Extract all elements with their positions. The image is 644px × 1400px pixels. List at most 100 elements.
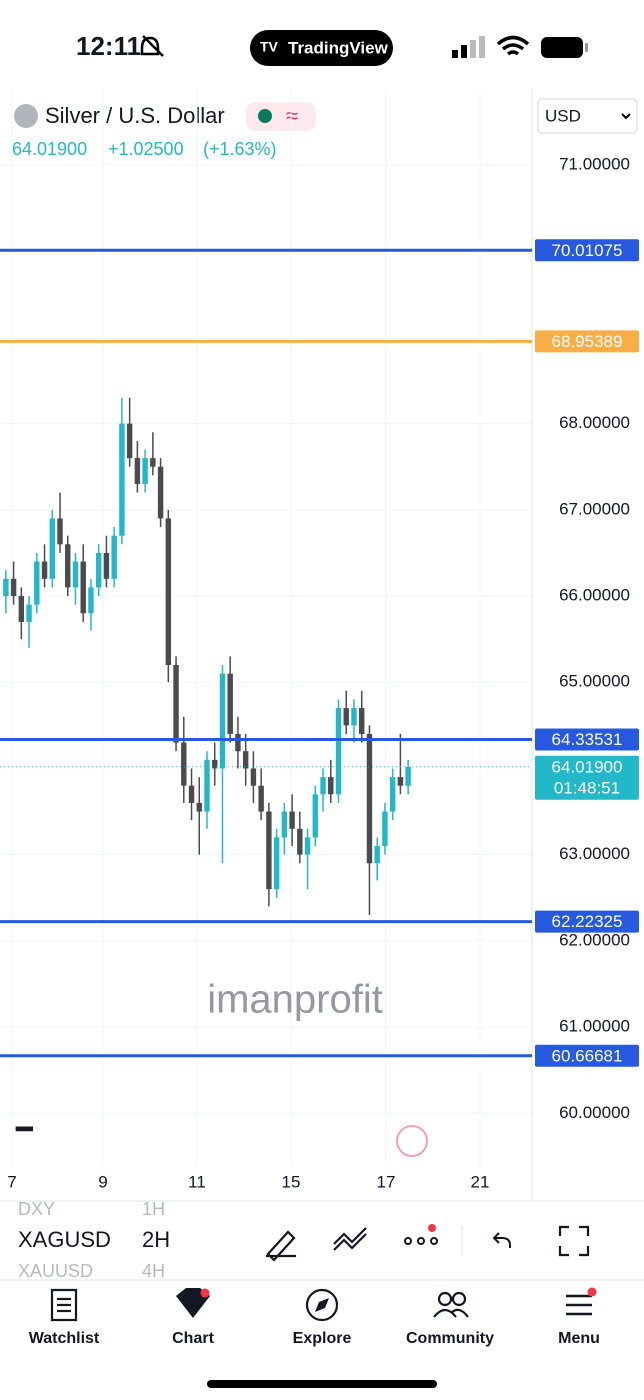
candle-body (235, 733, 241, 752)
symbol-name: Silver / U.S. Dollar (45, 103, 225, 128)
market-open-dot (258, 109, 272, 123)
candle-body (335, 708, 342, 795)
interval-option[interactable]: 1H (142, 1199, 165, 1219)
interval-option[interactable]: 2H (142, 1227, 170, 1252)
event-icon[interactable] (396, 1125, 428, 1157)
bottom-nav: Watchlist Chart Explore Community Menu (29, 1287, 600, 1347)
candle-body (374, 846, 380, 864)
explore-icon[interactable] (305, 1288, 339, 1322)
watchlist-icon[interactable] (50, 1288, 78, 1322)
undo-icon[interactable] (492, 1232, 511, 1248)
candle-body (26, 604, 32, 622)
price-change: +1.02500 (108, 139, 184, 159)
nav-label[interactable]: Community (406, 1330, 494, 1347)
candle-body (80, 561, 86, 614)
candle-body (328, 777, 334, 795)
level-tag (535, 910, 639, 933)
y-tick-label: 65.00000 (559, 672, 630, 691)
candle-body (359, 708, 365, 734)
symbol-option[interactable]: XAGUSD (18, 1227, 111, 1252)
candle-body (3, 578, 9, 597)
price-change-pct: (+1.63%) (203, 139, 277, 159)
y-tick-label: 71.00000 (559, 154, 630, 173)
battery-tip (585, 43, 588, 52)
x-tick-label: 21 (471, 1172, 490, 1191)
interval-option[interactable]: 4H (142, 1261, 165, 1281)
candle-body (18, 596, 25, 622)
community-icon[interactable] (433, 1291, 469, 1318)
last-price-tag (535, 755, 639, 800)
countdown-label: 01:48:51 (554, 778, 620, 797)
candle-body (173, 665, 179, 743)
x-tick-label: 7 (7, 1172, 16, 1191)
candle-body (34, 561, 40, 605)
app-name: TradingView (288, 38, 389, 57)
toolbar: DXY XAGUSD XAUUSD 1H 2H 4H (18, 1199, 590, 1281)
currency-label[interactable]: USD (545, 106, 581, 125)
candle-body (405, 766, 411, 786)
y-tick-label: 60.00000 (559, 1103, 630, 1122)
candle-body (41, 561, 48, 579)
candle-body (72, 561, 79, 588)
candle-body (157, 466, 164, 519)
status-time: 12:11 (76, 31, 141, 61)
candle-body (312, 794, 319, 838)
candle-body (382, 811, 388, 847)
level-label: 64.33531 (552, 730, 623, 749)
y-tick-label: 63.00000 (559, 844, 630, 863)
level-label: 60.66681 (552, 1046, 623, 1065)
y-tick-label: 61.00000 (559, 1017, 630, 1036)
candle-body (250, 768, 257, 786)
candle-body (266, 811, 272, 890)
currency-select[interactable] (537, 98, 638, 134)
explore-needle (315, 1298, 329, 1312)
status-badge (246, 102, 316, 131)
menu-icon[interactable] (566, 1294, 592, 1316)
level-label: 68.95389 (552, 332, 623, 351)
candle-body (304, 837, 311, 855)
x-tick-label: 9 (98, 1172, 107, 1191)
nav-label[interactable]: Menu (558, 1330, 600, 1347)
y-tick-label: 62.00000 (559, 930, 630, 949)
more-icon[interactable] (404, 1237, 438, 1245)
dropdown-chevron (621, 113, 631, 120)
indicators-icon[interactable] (333, 1227, 367, 1251)
symbol-option[interactable]: DXY (18, 1199, 55, 1219)
level-tag (535, 239, 639, 262)
candle-body (181, 742, 187, 786)
x-tick-label: 11 (188, 1172, 206, 1191)
candle-body (111, 535, 117, 579)
candle-body (297, 828, 303, 855)
delay-icon: ≈ (286, 103, 298, 128)
draw-tool-icon[interactable] (266, 1230, 296, 1262)
level-tag (535, 1044, 639, 1067)
candle-body (188, 785, 195, 803)
candle-body (366, 733, 373, 864)
app-pill (250, 30, 393, 66)
last-price-label: 64.01900 (552, 757, 623, 776)
candle-body (397, 777, 404, 786)
wifi-icon (496, 35, 530, 56)
candle-body (49, 518, 55, 579)
notification-dot (587, 1287, 597, 1297)
fullscreen-icon[interactable] (558, 1225, 590, 1257)
y-tick-label: 67.00000 (559, 499, 630, 518)
symbol-icon (14, 104, 38, 128)
candle-body (258, 785, 264, 812)
candle-body (212, 759, 218, 769)
candle-body (204, 759, 210, 812)
nav-label[interactable]: Watchlist (29, 1330, 100, 1347)
nav-label[interactable]: Explore (293, 1330, 352, 1347)
watermark: imanprofit (207, 978, 383, 1022)
level-label: 70.01075 (552, 241, 623, 260)
home-indicator (207, 1380, 437, 1388)
candle-body (281, 811, 288, 838)
symbol-option[interactable]: XAUUSD (18, 1261, 93, 1281)
nav-label[interactable]: Chart (172, 1330, 214, 1347)
candle-body (273, 837, 280, 890)
mute-icon (140, 35, 164, 57)
candle-body (289, 811, 295, 829)
level-label: 62.22325 (552, 912, 623, 931)
y-tick-label: 68.00000 (559, 413, 630, 432)
